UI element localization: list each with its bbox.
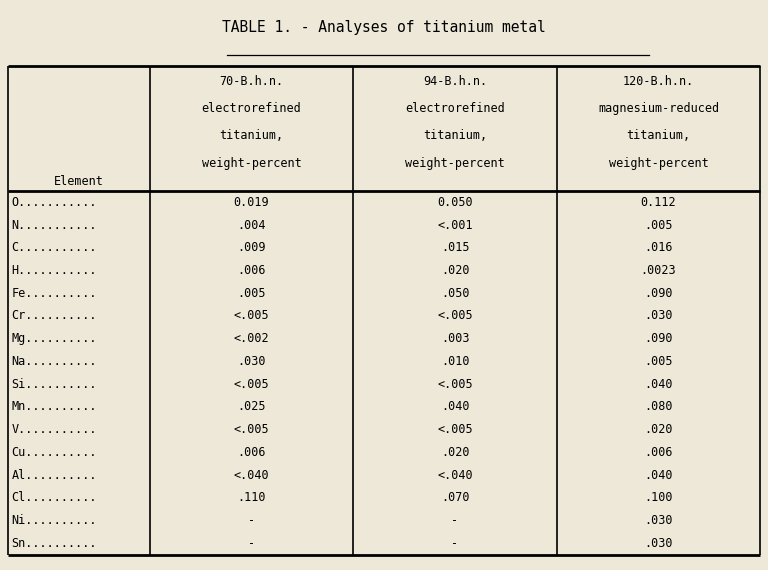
Text: .040: .040	[441, 400, 469, 413]
Text: -: -	[452, 537, 458, 550]
Text: magnesium-reduced: magnesium-reduced	[598, 102, 719, 115]
Text: C...........: C...........	[12, 241, 97, 254]
Text: electrorefined: electrorefined	[202, 102, 301, 115]
Text: 120-B.h.n.: 120-B.h.n.	[623, 75, 694, 88]
Text: <.002: <.002	[233, 332, 270, 345]
Text: O...........: O...........	[12, 196, 97, 209]
Text: .040: .040	[644, 469, 673, 482]
Text: weight-percent: weight-percent	[202, 157, 301, 170]
Text: -: -	[248, 537, 255, 550]
Text: .016: .016	[644, 241, 673, 254]
Text: .005: .005	[644, 355, 673, 368]
Text: .015: .015	[441, 241, 469, 254]
Text: .080: .080	[644, 400, 673, 413]
Text: .020: .020	[441, 446, 469, 459]
Text: .006: .006	[644, 446, 673, 459]
Text: <.005: <.005	[233, 423, 270, 436]
Text: 70-B.h.n.: 70-B.h.n.	[220, 75, 283, 88]
Text: weight-percent: weight-percent	[609, 157, 708, 170]
Text: titanium,: titanium,	[423, 129, 487, 142]
Text: .020: .020	[644, 423, 673, 436]
Text: <.001: <.001	[437, 218, 473, 231]
Text: Cr..........: Cr..........	[12, 310, 97, 323]
Text: .003: .003	[441, 332, 469, 345]
Text: .025: .025	[237, 400, 266, 413]
Text: .090: .090	[644, 332, 673, 345]
Text: V...........: V...........	[12, 423, 97, 436]
Text: .110: .110	[237, 491, 266, 504]
Text: .005: .005	[644, 218, 673, 231]
Text: 0.019: 0.019	[233, 196, 270, 209]
Text: Element: Element	[54, 175, 104, 188]
Text: Si..........: Si..........	[12, 378, 97, 390]
Text: -: -	[452, 514, 458, 527]
Text: .050: .050	[441, 287, 469, 300]
Text: .0023: .0023	[641, 264, 677, 277]
Text: .005: .005	[237, 287, 266, 300]
Text: .030: .030	[644, 537, 673, 550]
Text: <.005: <.005	[437, 423, 473, 436]
Text: Cu..........: Cu..........	[12, 446, 97, 459]
Text: H...........: H...........	[12, 264, 97, 277]
Text: electrorefined: electrorefined	[406, 102, 505, 115]
Text: .030: .030	[644, 514, 673, 527]
Text: titanium,: titanium,	[627, 129, 690, 142]
Text: Mn..........: Mn..........	[12, 400, 97, 413]
Text: TABLE 1. - Analyses of titanium metal: TABLE 1. - Analyses of titanium metal	[222, 20, 546, 35]
Text: <.005: <.005	[437, 310, 473, 323]
Text: .006: .006	[237, 446, 266, 459]
Text: 0.112: 0.112	[641, 196, 677, 209]
Text: .006: .006	[237, 264, 266, 277]
Text: -: -	[248, 514, 255, 527]
Text: <.005: <.005	[233, 378, 270, 390]
Text: Ni..........: Ni..........	[12, 514, 97, 527]
Text: .010: .010	[441, 355, 469, 368]
Text: .040: .040	[644, 378, 673, 390]
Text: weight-percent: weight-percent	[406, 157, 505, 170]
Text: titanium,: titanium,	[220, 129, 283, 142]
Text: 0.050: 0.050	[437, 196, 473, 209]
Text: .009: .009	[237, 241, 266, 254]
Text: .070: .070	[441, 491, 469, 504]
Text: .030: .030	[644, 310, 673, 323]
Text: .004: .004	[237, 218, 266, 231]
Text: <.040: <.040	[233, 469, 270, 482]
Text: Fe..........: Fe..........	[12, 287, 97, 300]
Text: Al..........: Al..........	[12, 469, 97, 482]
Text: .090: .090	[644, 287, 673, 300]
Text: .020: .020	[441, 264, 469, 277]
Text: <.005: <.005	[233, 310, 270, 323]
Text: Na..........: Na..........	[12, 355, 97, 368]
Text: 94-B.h.n.: 94-B.h.n.	[423, 75, 487, 88]
Text: <.005: <.005	[437, 378, 473, 390]
Text: N...........: N...........	[12, 218, 97, 231]
Text: Sn..........: Sn..........	[12, 537, 97, 550]
Text: Cl..........: Cl..........	[12, 491, 97, 504]
Text: <.040: <.040	[437, 469, 473, 482]
Text: .030: .030	[237, 355, 266, 368]
Text: Mg..........: Mg..........	[12, 332, 97, 345]
Text: .100: .100	[644, 491, 673, 504]
